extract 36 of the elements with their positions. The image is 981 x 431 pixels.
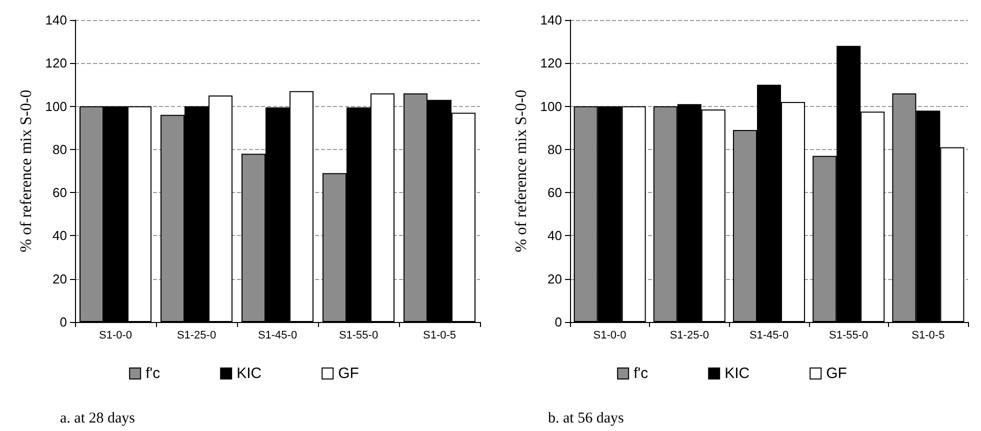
- y-tick-label: 100: [45, 98, 67, 114]
- y-tick-label: 0: [554, 314, 562, 330]
- legend-label: KIC: [236, 365, 262, 382]
- y-tick-label: 0: [60, 314, 67, 330]
- legend-label: KIC: [724, 365, 750, 382]
- legend-label: GF: [826, 365, 847, 382]
- y-tick-label: 40: [52, 228, 67, 244]
- x-tick-label: S1-0-0: [593, 330, 626, 342]
- x-tick-label: S1-0-0: [98, 330, 132, 342]
- y-tick-label: 140: [540, 12, 562, 28]
- x-tick-label: S1-25-0: [670, 330, 709, 342]
- x-tick-label: S1-0-5: [422, 330, 456, 342]
- y-axis-title: % of reference mix S-0-0: [18, 90, 35, 252]
- y-tick-label: 40: [548, 228, 562, 244]
- x-tick-label: S1-0-5: [912, 330, 945, 342]
- x-tick-label: S1-45-0: [749, 330, 789, 342]
- y-tick-label: 120: [540, 56, 562, 71]
- y-axis-title: % of reference mix S-0-0: [512, 90, 530, 252]
- y-tick-label: 60: [548, 185, 562, 200]
- y-tick-label: 140: [45, 12, 67, 28]
- text: a. at 28 days: [60, 410, 136, 426]
- legend-label: f'c: [146, 365, 161, 382]
- y-tick-label: 100: [540, 98, 562, 114]
- legend-label: f'c: [634, 365, 649, 382]
- x-tick-label: S1-55-0: [829, 330, 868, 342]
- x-tick-label: S1-25-0: [176, 330, 216, 342]
- x-tick-label: S1-55-0: [338, 330, 378, 342]
- y-tick-label: 60: [52, 185, 67, 200]
- text: b. at 56 days: [548, 410, 624, 426]
- y-tick-label: 80: [548, 142, 562, 157]
- y-tick-label: 20: [548, 271, 562, 286]
- y-tick-label: 20: [52, 271, 67, 286]
- y-tick-label: 80: [52, 142, 67, 157]
- y-tick-label: 120: [45, 56, 67, 71]
- legend-label: GF: [338, 365, 359, 382]
- x-tick-label: S1-45-0: [258, 330, 298, 342]
